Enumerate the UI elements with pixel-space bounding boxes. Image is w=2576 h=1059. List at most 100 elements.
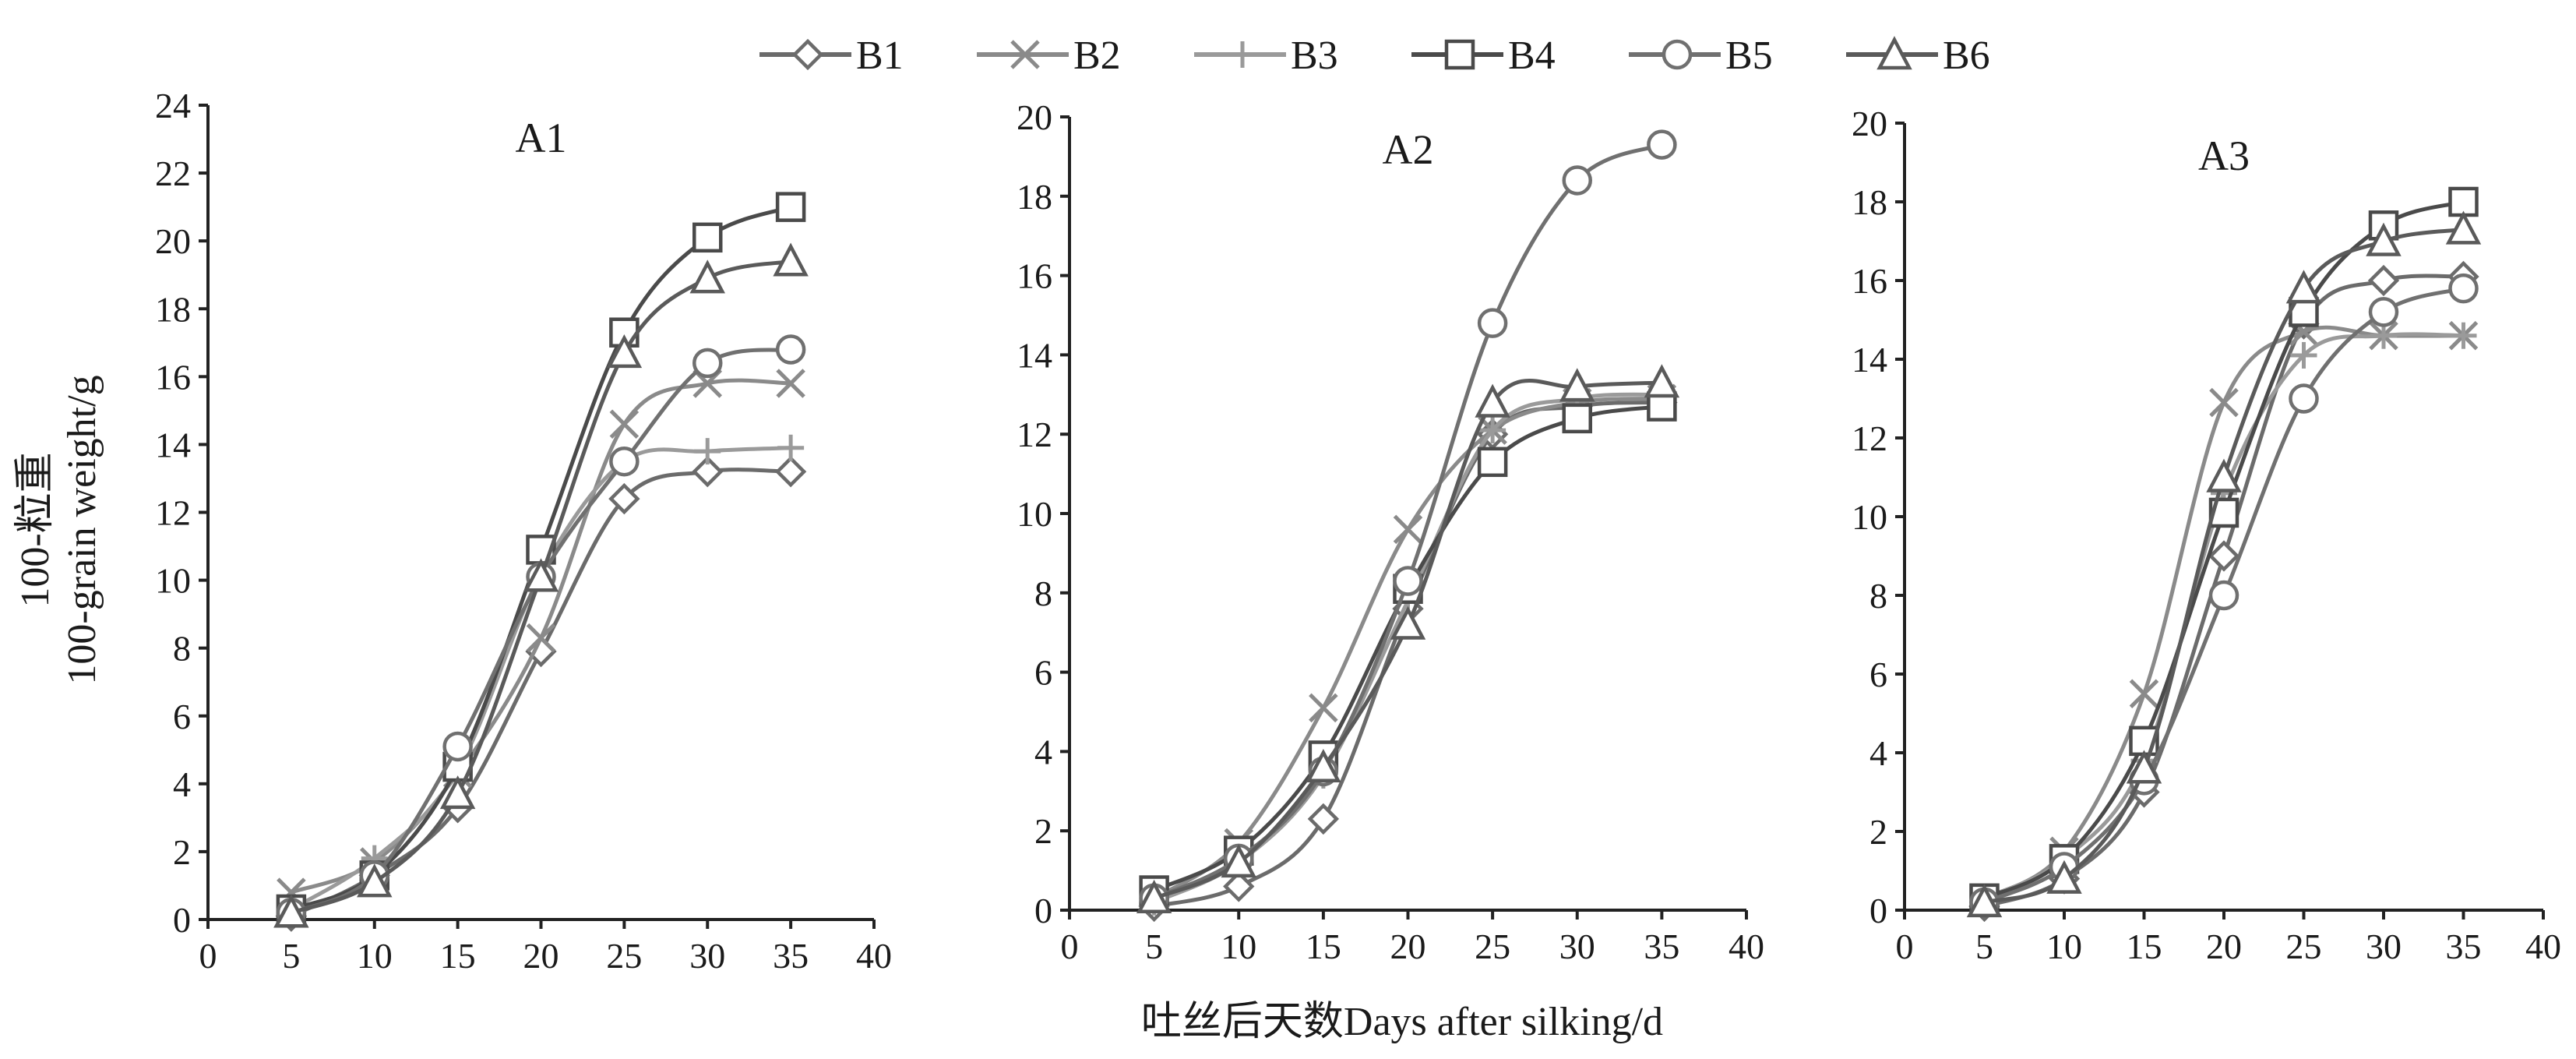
data-point-triangle-icon xyxy=(439,775,476,810)
data-point-circle-icon xyxy=(1647,129,1677,160)
series-line xyxy=(1152,401,1664,909)
x-tick-label: 0 xyxy=(1896,927,1914,966)
legend-item-b4: B4 xyxy=(1411,34,1556,78)
series-line xyxy=(289,446,793,912)
x-axis-title: 吐丝后天数Days after silking/d xyxy=(1141,1000,1663,1044)
data-point-triangle-icon xyxy=(2206,458,2242,492)
data-point-triangle-icon xyxy=(773,242,809,277)
x-tick-label: 15 xyxy=(1306,927,1341,966)
data-point-square-icon xyxy=(775,192,806,222)
data-point-triangle-icon xyxy=(1306,748,1341,783)
data-point-triangle-icon xyxy=(1644,364,1680,398)
y-tick-label: 20 xyxy=(155,221,191,261)
data-point-triangle-icon xyxy=(2366,222,2402,256)
legend-marker-x-icon xyxy=(1010,40,1040,69)
series-b1 xyxy=(275,456,807,932)
y-tick-label: 18 xyxy=(1017,177,1052,217)
data-point-x-icon xyxy=(2129,679,2159,709)
data-point-triangle-icon xyxy=(1136,879,1172,913)
data-point-circle-icon xyxy=(1393,566,1423,596)
data-point-square-icon xyxy=(1562,403,1592,434)
y-tick-label: 6 xyxy=(173,697,191,736)
data-point-triangle-icon xyxy=(2126,750,2162,784)
data-point-plus-icon xyxy=(2450,322,2477,349)
x-tick-label: 15 xyxy=(440,936,476,976)
y-tick-label: 4 xyxy=(1869,733,1887,773)
y-tick-label: 0 xyxy=(173,900,191,940)
data-point-triangle-icon xyxy=(1221,844,1256,878)
series-b3 xyxy=(1971,322,2477,912)
y-tick-label: 24 xyxy=(155,86,191,125)
x-tick-label: 20 xyxy=(2206,927,2242,966)
series-b6 xyxy=(1136,364,1680,913)
data-point-circle-icon xyxy=(692,348,723,379)
series-b5 xyxy=(276,334,806,928)
y-tick-label: 10 xyxy=(155,561,191,601)
data-point-diamond-icon xyxy=(692,456,724,488)
y-tick-label: 20 xyxy=(1852,104,1887,143)
series-b6 xyxy=(1966,210,2482,918)
legend-label: B6 xyxy=(1943,34,1990,78)
y-tick-label: 12 xyxy=(155,493,191,533)
data-point-diamond-icon xyxy=(1307,803,1340,835)
data-point-triangle-icon xyxy=(689,259,725,294)
x-tick-label: 5 xyxy=(282,936,300,976)
y-tick-label: 2 xyxy=(1869,812,1887,852)
y-tick-label: 8 xyxy=(1034,574,1052,613)
legend-item-b3: B3 xyxy=(1194,34,1338,78)
data-point-x-icon xyxy=(1309,693,1338,723)
y-tick-label: 20 xyxy=(1017,97,1052,137)
x-tick-label: 40 xyxy=(856,936,892,976)
series-line xyxy=(1152,143,1664,901)
data-point-square-icon xyxy=(692,222,723,253)
legend-marker-square-icon xyxy=(1444,39,1475,70)
x-tick-label: 35 xyxy=(773,936,809,976)
data-point-triangle-icon xyxy=(273,894,309,928)
data-point-circle-icon xyxy=(2289,383,2319,414)
x-tick-label: 30 xyxy=(1559,927,1595,966)
x-tick-label: 20 xyxy=(1390,927,1426,966)
x-tick-label: 5 xyxy=(1145,927,1163,966)
data-point-triangle-icon xyxy=(1475,383,1510,418)
y-tick-label: 10 xyxy=(1017,494,1052,534)
y-tick-label: 16 xyxy=(1852,261,1887,301)
x-tick-label: 25 xyxy=(1475,927,1510,966)
legend-label: B5 xyxy=(1725,34,1773,78)
data-point-diamond-icon xyxy=(608,482,640,515)
y-tick-label: 6 xyxy=(1869,655,1887,694)
data-point-circle-icon xyxy=(609,446,640,477)
legend-item-b2: B2 xyxy=(977,34,1121,78)
y-tick-label: 8 xyxy=(173,629,191,669)
data-point-triangle-icon xyxy=(2285,270,2322,304)
legend-label: B4 xyxy=(1508,34,1556,78)
series-line xyxy=(1152,396,1664,901)
x-tick-label: 35 xyxy=(2446,927,2482,966)
y-tick-label: 0 xyxy=(1034,891,1052,930)
data-point-circle-icon xyxy=(2448,273,2479,304)
y-tick-label: 22 xyxy=(155,154,191,193)
series-b4 xyxy=(1139,391,1677,905)
y-axis-title-cn: 100-粒重 xyxy=(13,452,58,607)
y-tick-label: 4 xyxy=(173,764,191,804)
data-point-square-icon xyxy=(1477,447,1508,478)
y-tick-label: 8 xyxy=(1869,576,1887,616)
data-point-x-icon xyxy=(526,623,556,653)
data-point-diamond-icon xyxy=(1223,870,1255,902)
legend-item-b6: B6 xyxy=(1846,34,1990,78)
x-tick-label: 0 xyxy=(199,936,217,976)
x-tick-label: 10 xyxy=(1221,927,1256,966)
x-tick-label: 10 xyxy=(357,936,393,976)
y-tick-label: 14 xyxy=(1852,340,1887,379)
data-point-circle-icon xyxy=(1477,308,1508,338)
y-tick-label: 4 xyxy=(1034,732,1052,771)
legend-item-b1: B1 xyxy=(759,34,904,78)
series-b3 xyxy=(1140,381,1676,916)
series-line xyxy=(1982,227,2465,905)
y-tick-label: 2 xyxy=(1034,811,1052,851)
panel-a2: 0 2 4 6 8 10 12 14 16 18 20 0 5 10 15 20 25 30 35 40 A2 xyxy=(1017,97,1764,966)
data-point-triangle-icon xyxy=(1559,368,1595,402)
data-point-plus-icon xyxy=(777,434,805,461)
y-tick-label: 2 xyxy=(173,832,191,872)
